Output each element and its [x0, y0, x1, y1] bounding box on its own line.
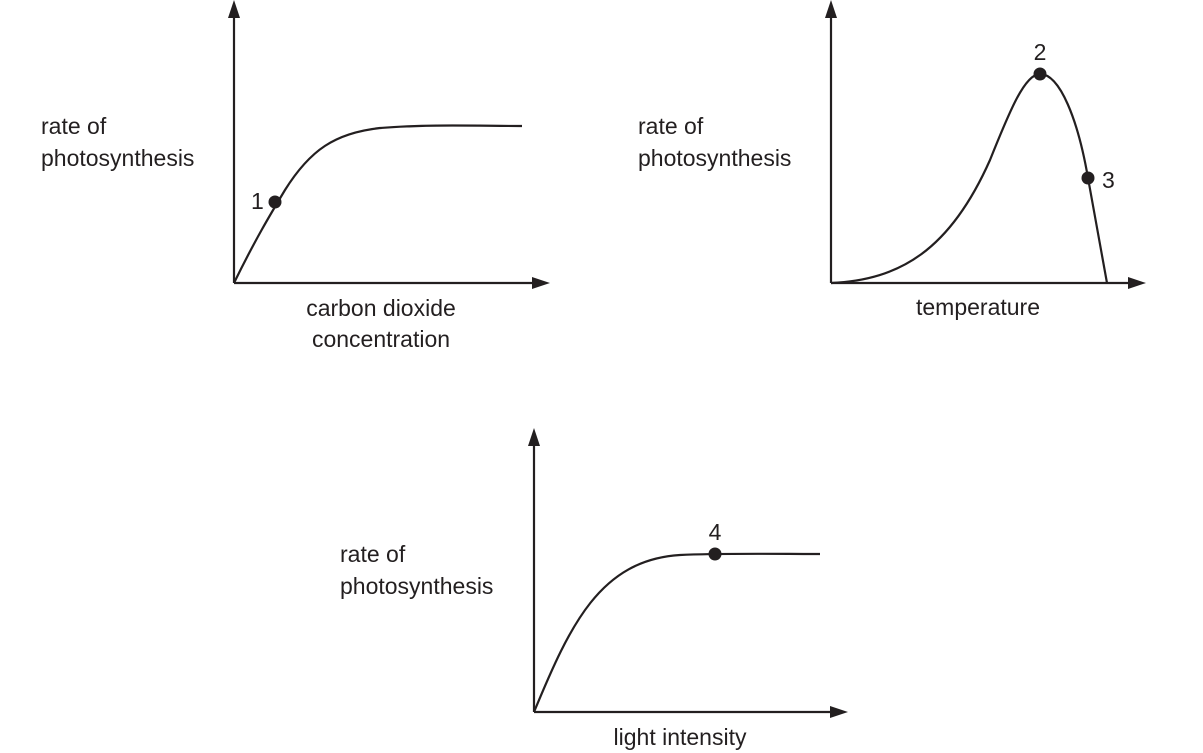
graph-temperature: 2 3 rate of photosynthesis temperature	[638, 0, 1146, 320]
x-axis-label: light intensity	[614, 724, 747, 750]
point-label: 4	[709, 519, 722, 545]
x-axis-arrow	[532, 277, 550, 289]
point-1	[268, 195, 282, 209]
point-3	[1081, 171, 1095, 185]
y-axis-label: rate of	[41, 113, 107, 139]
curve	[233, 124, 523, 284]
y-axis-label: photosynthesis	[638, 145, 791, 171]
graph-light: 4 rate of photosynthesis light intensity	[340, 428, 848, 750]
graph-co2: 1 rate of photosynthesis carbon dioxide …	[41, 0, 550, 352]
x-axis-label: concentration	[312, 326, 450, 352]
y-axis-label: rate of	[638, 113, 704, 139]
x-axis-label: carbon dioxide	[306, 295, 456, 321]
curve	[830, 72, 1109, 285]
y-axis-arrow	[825, 0, 837, 18]
point-label: 3	[1102, 167, 1115, 193]
point-label: 2	[1034, 39, 1047, 65]
x-axis-arrow	[1128, 277, 1146, 289]
y-axis-label: photosynthesis	[41, 145, 194, 171]
point-label: 1	[251, 188, 264, 214]
x-axis-arrow	[830, 706, 848, 718]
y-axis-arrow	[228, 0, 240, 18]
y-axis-label: rate of	[340, 541, 406, 567]
x-axis-label: temperature	[916, 294, 1040, 320]
point-2	[1033, 67, 1047, 81]
point-4	[708, 547, 722, 561]
y-axis-arrow	[528, 428, 540, 446]
curve	[532, 552, 821, 713]
y-axis-label: photosynthesis	[340, 573, 493, 599]
